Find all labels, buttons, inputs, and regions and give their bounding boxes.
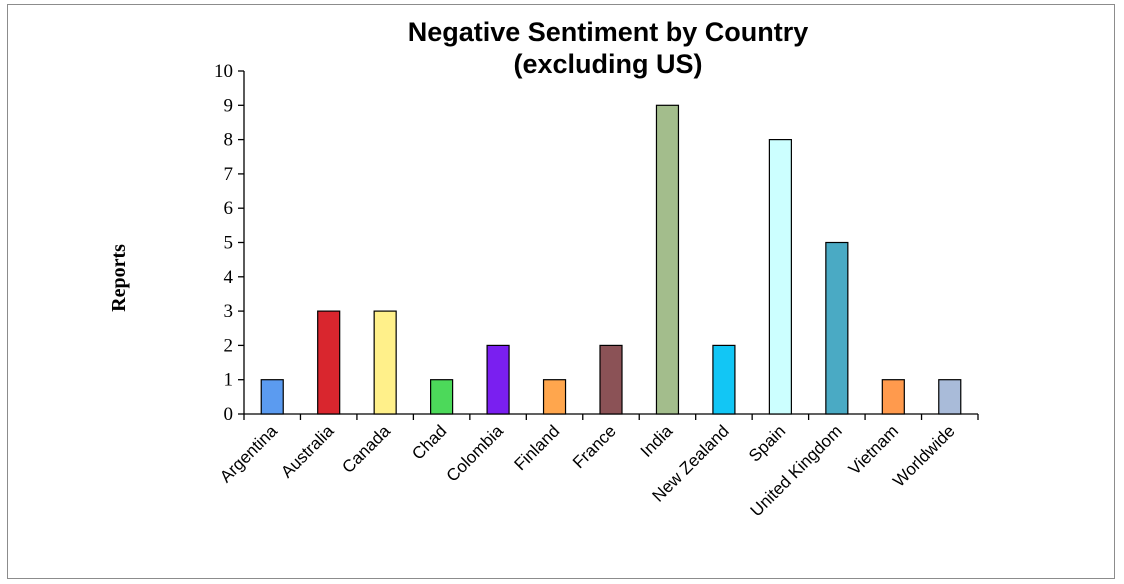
bar-colombia <box>486 344 510 415</box>
y-tick-label: 4 <box>224 267 234 288</box>
x-tick-label: India <box>637 421 677 461</box>
y-tick-label: 2 <box>224 335 234 356</box>
y-tick-label: 9 <box>224 95 234 116</box>
x-tick-label: Canada <box>338 421 394 477</box>
y-tick-label: 10 <box>214 61 233 82</box>
y-tick-label: 6 <box>224 198 234 219</box>
bar-new-zealand <box>712 344 736 415</box>
bar-india <box>655 104 680 415</box>
x-tick-label: Worldwide <box>889 421 958 490</box>
bar-worldwide <box>938 379 962 415</box>
y-tick-label: 7 <box>224 164 234 185</box>
bar-vietnam <box>881 379 905 415</box>
chart-title-line-1: Negative Sentiment by Country <box>408 17 809 47</box>
bar-australia <box>317 310 341 415</box>
y-tick-label: 3 <box>224 301 234 322</box>
bar-argentina <box>260 379 284 415</box>
y-tick-label: 1 <box>224 370 234 391</box>
y-tick-label: 0 <box>224 404 234 425</box>
x-tick-label: France <box>569 421 620 472</box>
x-tick-label: Australia <box>277 421 338 482</box>
x-tick-label: Spain <box>745 421 789 465</box>
chart-frame <box>7 4 1115 579</box>
bar-finland <box>542 379 567 415</box>
bar-united-kingdom <box>825 241 849 415</box>
x-tick-label: Vietnam <box>845 421 902 478</box>
chart-title-line-2: (excluding US) <box>513 49 702 79</box>
y-tick-label: 5 <box>224 233 234 254</box>
y-tick-label: 8 <box>224 130 234 151</box>
bar-chad <box>430 379 454 415</box>
bar-france <box>599 344 623 415</box>
x-tick-label: Finland <box>510 421 563 474</box>
bar-spain <box>768 139 792 415</box>
x-tick-label: Chad <box>408 421 450 463</box>
y-axis-label: Reports <box>108 244 130 312</box>
bar-canada <box>373 310 397 415</box>
x-tick-label: Argentina <box>216 421 281 486</box>
x-tick-label: Colombia <box>443 421 508 486</box>
